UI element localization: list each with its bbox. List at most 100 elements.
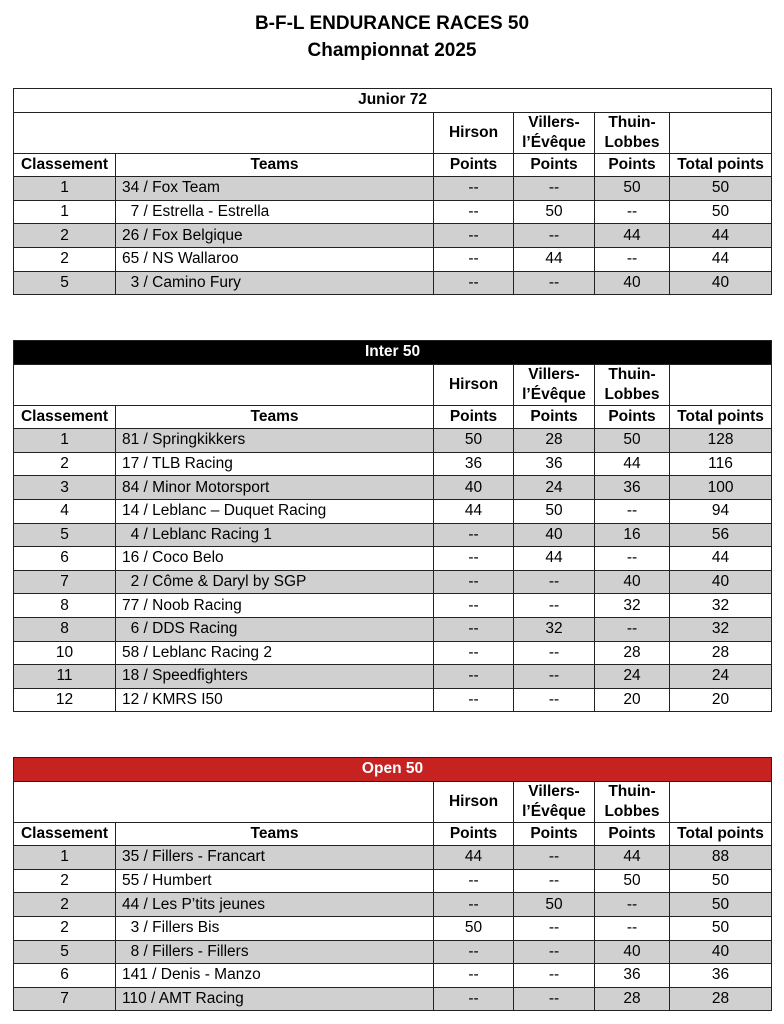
rank-cell: 4	[13, 498, 116, 524]
thuin-points-cell: 16	[594, 522, 670, 548]
rank-cell: 8	[13, 616, 116, 642]
team-cell: 110 / AMT Racing	[115, 986, 434, 1012]
blank-header-cell	[13, 780, 434, 823]
header-points: Points	[513, 152, 595, 178]
team-cell: 8 / Fillers - Fillers	[115, 939, 434, 965]
rank-cell: 8	[13, 593, 116, 618]
blank-header-cell	[668, 111, 773, 154]
venue-header-thuin: Thuin- Lobbes	[594, 780, 670, 823]
villers-points-cell: --	[513, 915, 595, 941]
document-subtitle: Championnat 2025	[307, 40, 477, 61]
thuin-points-cell: 28	[594, 640, 670, 666]
blank-header-cell	[13, 363, 434, 406]
total-points-cell: 44	[668, 223, 773, 248]
table-row: 8 6 / DDS Racing -- 32 -- 32	[13, 616, 773, 642]
hirson-points-cell: --	[433, 616, 514, 642]
table-row: 1 7 / Estrella - Estrella -- 50 -- 50	[13, 199, 773, 225]
villers-points-cell: --	[513, 986, 595, 1012]
total-points-cell: 32	[668, 593, 773, 618]
rank-cell: 5	[13, 939, 116, 965]
table-row: 3 84 / Minor Motorsport 40 24 36 100	[13, 475, 773, 500]
rank-cell: 1	[13, 845, 116, 870]
hirson-points-cell: --	[433, 640, 514, 666]
team-cell: 55 / Humbert	[115, 868, 434, 894]
rank-cell: 6	[13, 546, 116, 571]
thuin-points-cell: 40	[594, 270, 670, 296]
table-row: 12 12 / KMRS I50 -- -- 20 20	[13, 687, 773, 713]
thuin-points-cell: 44	[594, 451, 670, 477]
hirson-points-cell: --	[433, 868, 514, 894]
team-cell: 2 / Côme & Daryl by SGP	[115, 569, 434, 595]
total-points-cell: 20	[668, 687, 773, 713]
total-points-cell: 40	[668, 569, 773, 595]
table-row: 1 35 / Fillers - Francart 44 -- 44 88	[13, 845, 773, 870]
table-row: 2 55 / Humbert -- -- 50 50	[13, 868, 773, 894]
thuin-points-cell: 44	[594, 223, 670, 248]
header-points: Points	[594, 404, 670, 430]
hirson-points-cell: 40	[433, 475, 514, 500]
rank-cell: 1	[13, 176, 116, 201]
header-total-points: Total points	[668, 404, 773, 430]
total-points-cell: 40	[668, 939, 773, 965]
thuin-points-cell: --	[594, 498, 670, 524]
venue-header-hirson: Hirson	[433, 111, 514, 154]
team-cell: 35 / Fillers - Francart	[115, 845, 434, 870]
table-row: 11 18 / Speedfighters -- -- 24 24	[13, 664, 773, 689]
team-cell: 65 / NS Wallaroo	[115, 246, 434, 272]
total-points-cell: 100	[668, 475, 773, 500]
rank-cell: 5	[13, 522, 116, 548]
team-cell: 4 / Leblanc Racing 1	[115, 522, 434, 548]
venue-header-row: Hirson Villers- l’Évêque Thuin- Lobbes	[13, 111, 773, 154]
header-points: Points	[433, 821, 514, 847]
venue-header-thuin: Thuin- Lobbes	[594, 363, 670, 406]
hirson-points-cell: 44	[433, 498, 514, 524]
blank-header-cell	[668, 363, 773, 406]
total-points-cell: 44	[668, 546, 773, 571]
venue-header-hirson: Hirson	[433, 363, 514, 406]
table-row: 10 58 / Leblanc Racing 2 -- -- 28 28	[13, 640, 773, 666]
thuin-points-cell: 24	[594, 664, 670, 689]
table-row: 5 8 / Fillers - Fillers -- -- 40 40	[13, 939, 773, 965]
header-points: Points	[594, 821, 670, 847]
header-points: Points	[513, 821, 595, 847]
thuin-points-cell: 36	[594, 475, 670, 500]
hirson-points-cell: 36	[433, 451, 514, 477]
villers-points-cell: 24	[513, 475, 595, 500]
total-points-cell: 50	[668, 915, 773, 941]
villers-points-cell: 40	[513, 522, 595, 548]
team-cell: 81 / Springkikkers	[115, 428, 434, 453]
total-points-cell: 40	[668, 270, 773, 296]
thuin-points-cell: 50	[594, 428, 670, 453]
team-cell: 16 / Coco Belo	[115, 546, 434, 571]
total-points-cell: 36	[668, 963, 773, 988]
total-points-cell: 50	[668, 199, 773, 225]
villers-points-cell: --	[513, 963, 595, 988]
hirson-points-cell: --	[433, 986, 514, 1012]
header-total-points: Total points	[668, 152, 773, 178]
total-points-cell: 50	[668, 868, 773, 894]
hirson-points-cell: --	[433, 546, 514, 571]
header-teams: Teams	[115, 404, 434, 430]
rank-cell: 2	[13, 451, 116, 477]
team-cell: 44 / Les P’tits jeunes	[115, 892, 434, 917]
villers-points-cell: --	[513, 868, 595, 894]
hirson-points-cell: 44	[433, 845, 514, 870]
hirson-points-cell: --	[433, 223, 514, 248]
team-cell: 26 / Fox Belgique	[115, 223, 434, 248]
rank-cell: 2	[13, 892, 116, 917]
villers-points-cell: --	[513, 845, 595, 870]
table-row: 6 141 / Denis - Manzo -- -- 36 36	[13, 963, 773, 988]
column-header-row: Classement Teams Points Points Points Total p…	[13, 821, 773, 847]
villers-points-cell: --	[513, 687, 595, 713]
rank-cell: 2	[13, 223, 116, 248]
rank-cell: 6	[13, 963, 116, 988]
venue-header-row: Hirson Villers- l’Évêque Thuin- Lobbes	[13, 363, 773, 406]
table-row: 7 2 / Côme & Daryl by SGP -- -- 40 40	[13, 569, 773, 595]
thuin-points-cell: 44	[594, 845, 670, 870]
table-row: 1 81 / Springkikkers 50 28 50 128	[13, 428, 773, 453]
total-points-cell: 94	[668, 498, 773, 524]
team-cell: 141 / Denis - Manzo	[115, 963, 434, 988]
hirson-points-cell: --	[433, 569, 514, 595]
section-title: Junior 72	[12, 88, 773, 113]
standings-table: Junior 72 Hirson Villers- l’Évêque Thuin- L…	[12, 88, 773, 296]
